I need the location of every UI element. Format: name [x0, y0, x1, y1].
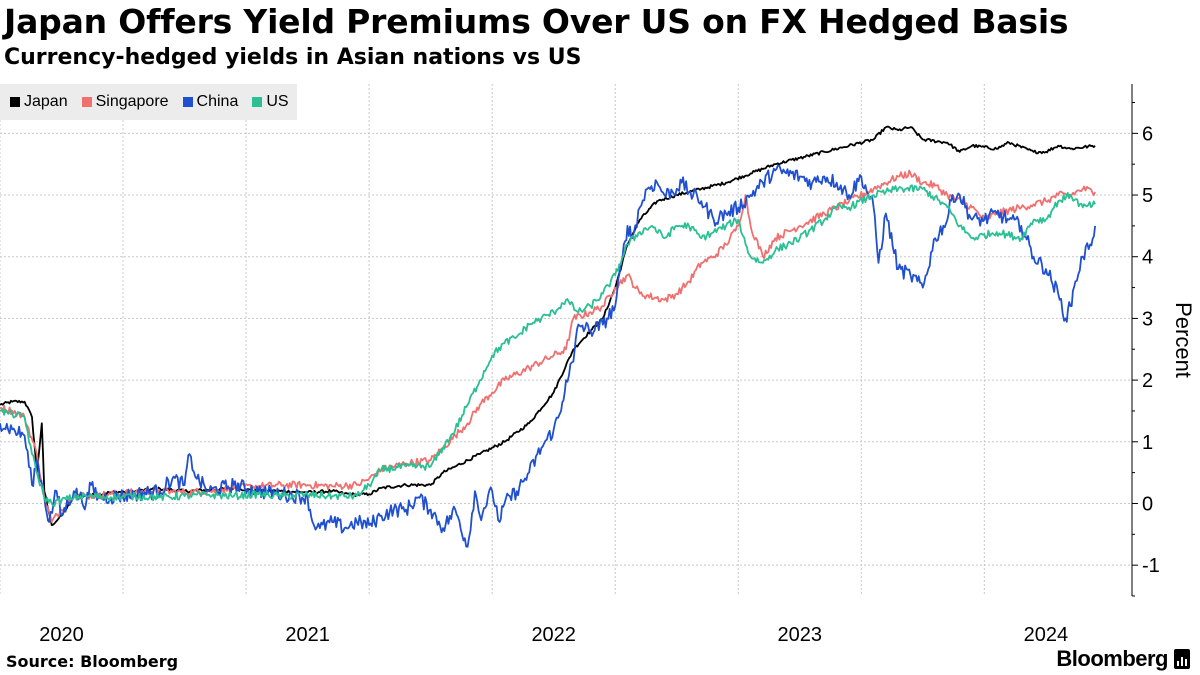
y-tick-label: 0: [1142, 493, 1153, 515]
x-tick-label: 2024: [1024, 624, 1069, 646]
y-tick-label: 2: [1142, 370, 1153, 392]
grid-layer: [0, 84, 1132, 596]
series-line-singapore: [0, 169, 1096, 523]
x-tick-label: 2022: [531, 624, 576, 646]
chart-subtitle: Currency-hedged yields in Asian nations …: [4, 45, 582, 70]
series-layer: [0, 125, 1096, 548]
y-tick-label: 3: [1142, 308, 1153, 330]
legend-label: Japan: [24, 93, 68, 110]
legend-swatch: [182, 97, 193, 107]
series-line-us: [0, 184, 1096, 507]
chart-legend: Japan Singapore China US: [0, 84, 297, 120]
x-tick-label: 2020: [39, 624, 84, 646]
brand-text: Bloomberg: [1056, 646, 1168, 671]
y-axis: -1 0 1 2 3 4 5 6: [1131, 84, 1160, 597]
source-note: Source: Bloomberg: [6, 652, 179, 671]
chart-title: Japan Offers Yield Premiums Over US on F…: [4, 2, 1069, 41]
x-tick-label: 2021: [285, 624, 330, 646]
series-line-japan: [0, 125, 1096, 526]
legend-swatch: [10, 97, 20, 107]
legend-label: China: [196, 93, 239, 110]
legend-item-japan: Japan: [10, 93, 68, 111]
y-axis-label: Percent: [1171, 302, 1196, 378]
series-line-china: [0, 164, 1096, 548]
x-tick-label: 2023: [778, 624, 823, 646]
legend-label: US: [266, 93, 289, 110]
y-tick-label: 5: [1142, 185, 1153, 207]
legend-label: Singapore: [95, 93, 169, 110]
legend-swatch: [252, 97, 263, 107]
bar-chart-icon: [1174, 649, 1190, 669]
legend-item-singapore: Singapore: [81, 93, 169, 111]
legend-swatch: [81, 97, 92, 107]
y-tick-label: 6: [1142, 123, 1153, 145]
x-axis-labels: 2020 2021 2022 2023 2024: [39, 624, 1068, 646]
y-tick-label: 1: [1142, 432, 1153, 454]
bloomberg-logo: Bloomberg: [1056, 646, 1190, 672]
y-tick-label: -1: [1142, 555, 1160, 577]
legend-item-us: US: [252, 93, 289, 111]
y-tick-label: 4: [1142, 247, 1153, 269]
legend-item-china: China: [182, 93, 239, 111]
